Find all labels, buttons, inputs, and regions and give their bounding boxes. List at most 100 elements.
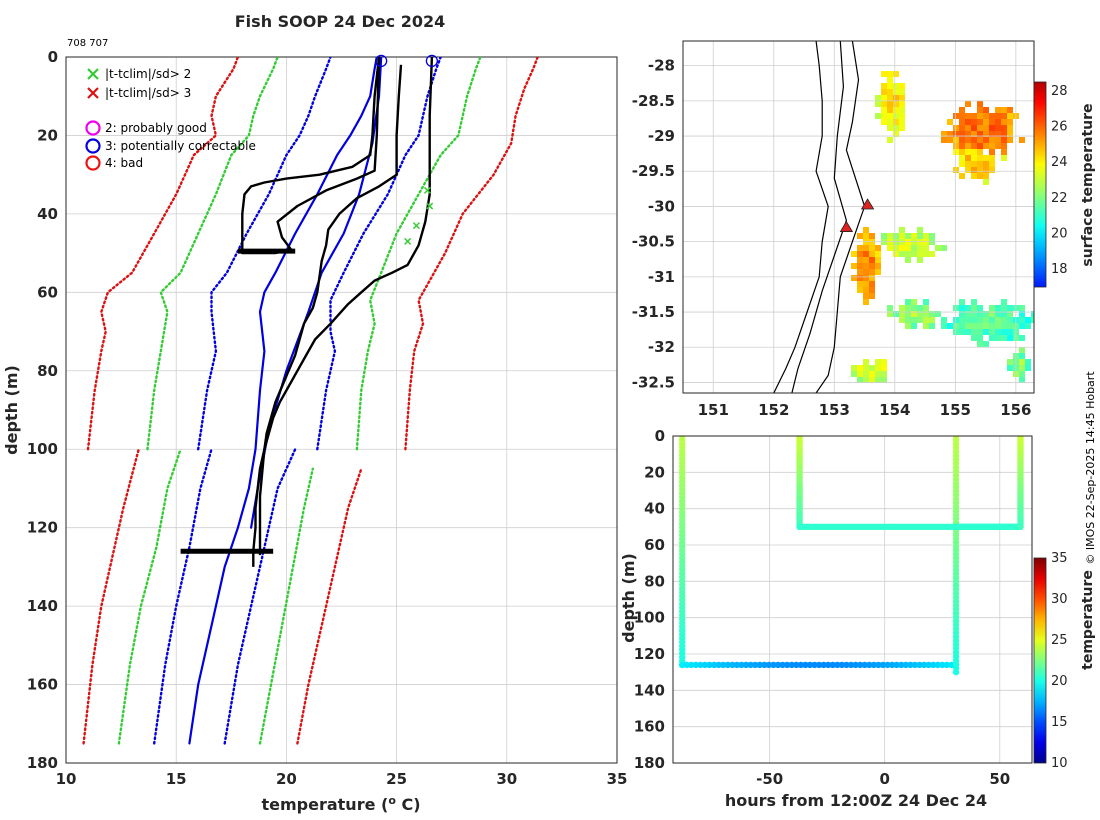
sst-cell	[863, 233, 869, 239]
sst-cell	[971, 317, 977, 323]
ts-point	[706, 661, 713, 669]
legend-circle-icon	[85, 138, 101, 154]
ts-y-tick: 120	[634, 645, 665, 663]
sst-cell	[881, 359, 887, 365]
ts-point	[902, 661, 910, 669]
climatology-series	[82, 448, 140, 745]
ts-point	[724, 661, 732, 669]
sst-cell	[995, 113, 1001, 119]
sst-cell	[881, 377, 887, 383]
sst-cell	[887, 311, 893, 317]
ts-point	[793, 661, 800, 669]
sst-cell	[917, 233, 923, 239]
sst-cell	[1007, 329, 1013, 335]
sst-cell	[935, 245, 941, 251]
sst-cell	[923, 233, 929, 239]
sst-cell	[899, 251, 905, 257]
sst-cell	[1007, 107, 1013, 113]
legend-label: 4: bad	[105, 156, 143, 170]
sst-cell	[863, 299, 869, 305]
sst-cell	[989, 113, 995, 119]
sst-cell	[1025, 323, 1031, 329]
sst-cell	[989, 329, 995, 335]
ts-colorbar-tick: 25	[1051, 633, 1068, 648]
sst-cell	[887, 305, 893, 311]
sst-cell	[911, 251, 917, 257]
map-colorbar-tick: 20	[1051, 227, 1068, 242]
sst-cell	[857, 233, 863, 239]
sst-cell	[965, 155, 971, 161]
ts-point	[697, 661, 704, 669]
legend-circle-icon	[85, 120, 101, 136]
profile-grid	[66, 57, 617, 763]
sst-cell	[851, 365, 857, 371]
sst-cell	[893, 233, 899, 239]
x-tick-label: 25	[386, 770, 407, 788]
sst-cell	[1019, 137, 1025, 143]
sst-cell	[869, 245, 875, 251]
sst-cell	[857, 275, 863, 281]
ts-point	[720, 661, 727, 669]
sst-cell	[869, 287, 875, 293]
sst-cell	[947, 119, 953, 125]
sst-cell	[971, 329, 977, 335]
map-y-tick: -28	[648, 57, 675, 75]
sst-cell	[863, 293, 869, 299]
sst-cell	[881, 107, 887, 113]
map-y-tick: -28.5	[632, 92, 675, 110]
ts-point	[752, 661, 759, 669]
sst-cell	[881, 71, 887, 77]
flag-point	[426, 202, 434, 210]
ts-point	[733, 661, 741, 669]
ts-point	[852, 661, 859, 669]
sst-cell	[869, 263, 875, 269]
ts-point	[834, 661, 841, 669]
sst-cell	[941, 323, 947, 329]
sst-cell	[911, 305, 917, 311]
sst-cell	[989, 323, 995, 329]
timeseries-axes-box	[672, 435, 1033, 764]
ship-track	[791, 41, 848, 393]
sst-cell	[1001, 311, 1007, 317]
ts-point	[683, 661, 690, 669]
sst-cell	[1007, 317, 1013, 323]
sst-cell	[959, 119, 965, 125]
sst-cell	[971, 173, 977, 179]
sst-cell	[965, 131, 971, 137]
sst-cell	[1007, 311, 1013, 317]
x-tick-label: 20	[276, 770, 297, 788]
sst-cell	[965, 143, 971, 149]
timeseries-x-label: hours from 12:00Z 24 Dec 24	[725, 791, 987, 810]
sst-cell	[983, 161, 989, 167]
sst-cell	[929, 311, 935, 317]
sst-cell	[905, 233, 911, 239]
sst-cell	[959, 317, 965, 323]
x-tick-label: 10	[56, 770, 77, 788]
sst-cell	[989, 311, 995, 317]
ts-point	[934, 661, 942, 669]
sst-cell	[1025, 365, 1031, 371]
sst-cell	[1001, 155, 1007, 161]
profile-lines	[180, 57, 434, 567]
sst-cell	[917, 311, 923, 317]
ts-y-tick: 60	[644, 536, 665, 554]
sst-cell	[965, 125, 971, 131]
ts-point	[943, 661, 951, 669]
y-tick-label: 20	[37, 126, 58, 144]
sst-cell	[953, 113, 959, 119]
sst-cell	[875, 245, 881, 251]
ts-point	[742, 661, 750, 669]
ts-x-tick: 0	[879, 770, 889, 788]
legend-label: |t-tclim|/sd> 2	[105, 67, 191, 81]
sst-cell	[1001, 125, 1007, 131]
sst-cell	[1007, 113, 1013, 119]
sst-cell	[929, 251, 935, 257]
sst-cell	[965, 305, 971, 311]
sst-cell	[947, 137, 953, 143]
sst-cell	[863, 275, 869, 281]
sst-cell	[1001, 149, 1007, 155]
ts-point	[811, 661, 818, 669]
sst-cell	[857, 365, 863, 371]
sst-cell	[1001, 329, 1007, 335]
sst-cell	[923, 305, 929, 311]
